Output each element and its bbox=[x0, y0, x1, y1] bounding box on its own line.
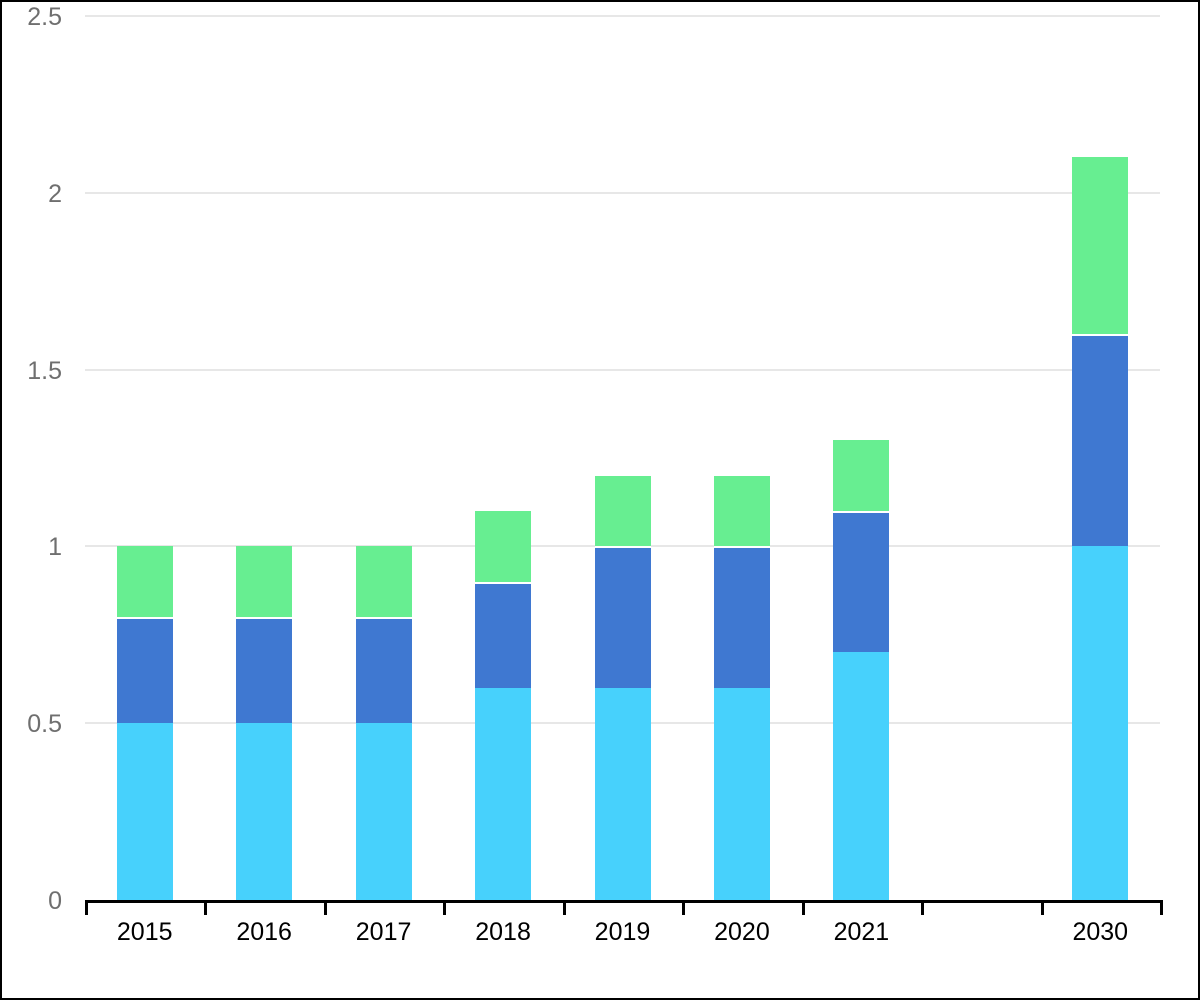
x-axis-tick bbox=[85, 900, 88, 915]
y-axis-label: 2 bbox=[48, 179, 62, 208]
x-axis-tick bbox=[682, 900, 686, 915]
x-axis-label: 2015 bbox=[116, 918, 173, 946]
x-axis-label: 2020 bbox=[714, 918, 770, 946]
y-axis-label: 0.5 bbox=[27, 710, 62, 739]
bar-segment-top-segment bbox=[713, 475, 770, 547]
bar-segment-middle-segment bbox=[594, 546, 651, 688]
x-axis-label: 2030 bbox=[1072, 918, 1129, 946]
y-axis-label: 1.5 bbox=[27, 356, 62, 385]
bar-segment-bottom-segment bbox=[713, 687, 770, 900]
bar-segment-top-segment bbox=[833, 440, 890, 512]
bar-segment-middle-segment bbox=[1072, 334, 1129, 547]
bar-segment-bottom-segment bbox=[594, 687, 651, 900]
bar-segment-top-segment bbox=[1072, 157, 1129, 335]
x-axis-tick bbox=[1160, 900, 1163, 915]
x-axis-tick bbox=[323, 900, 327, 915]
x-axis-tick bbox=[204, 900, 208, 915]
bar-segment-bottom-segment bbox=[355, 723, 412, 900]
x-axis-label: 2016 bbox=[236, 918, 292, 946]
x-axis-tick bbox=[443, 900, 447, 915]
y-axis-label: 2.5 bbox=[27, 3, 62, 31]
bar-segment-top-segment bbox=[116, 546, 173, 618]
bar-segment-top-segment bbox=[594, 475, 651, 547]
x-axis-tick bbox=[801, 900, 805, 915]
y-axis-label: 1 bbox=[48, 533, 62, 562]
x-axis-tick bbox=[1040, 900, 1044, 915]
bar-segment-top-segment bbox=[475, 511, 532, 582]
bar-segment-bottom-segment bbox=[1072, 546, 1129, 900]
bar-segment-top-segment bbox=[236, 546, 293, 618]
bar-segment-middle-segment bbox=[475, 581, 532, 688]
x-axis-line bbox=[85, 900, 1163, 903]
x-axis-label: 2019 bbox=[594, 918, 651, 946]
bar-segment-middle-segment bbox=[355, 617, 412, 724]
gridline bbox=[85, 15, 1160, 17]
gridline bbox=[85, 191, 1160, 194]
bar-segment-middle-segment bbox=[713, 546, 770, 688]
bar-segment-middle-segment bbox=[833, 511, 890, 653]
x-axis-label: 2021 bbox=[833, 918, 890, 946]
bar-segment-middle-segment bbox=[116, 617, 173, 724]
bar-segment-bottom-segment bbox=[833, 652, 890, 900]
x-axis-tick bbox=[921, 900, 925, 915]
x-axis-label: 2018 bbox=[475, 918, 531, 946]
bar-segment-bottom-segment bbox=[236, 723, 293, 900]
x-axis-label: 2017 bbox=[355, 918, 412, 946]
x-axis-tick bbox=[562, 900, 566, 915]
y-axis-label: 0 bbox=[48, 887, 62, 915]
bar-segment-bottom-segment bbox=[116, 723, 173, 900]
bar-segment-bottom-segment bbox=[475, 687, 532, 900]
gridline bbox=[85, 368, 1160, 371]
bar-segment-top-segment bbox=[355, 546, 412, 618]
bar-segment-middle-segment bbox=[236, 617, 293, 724]
